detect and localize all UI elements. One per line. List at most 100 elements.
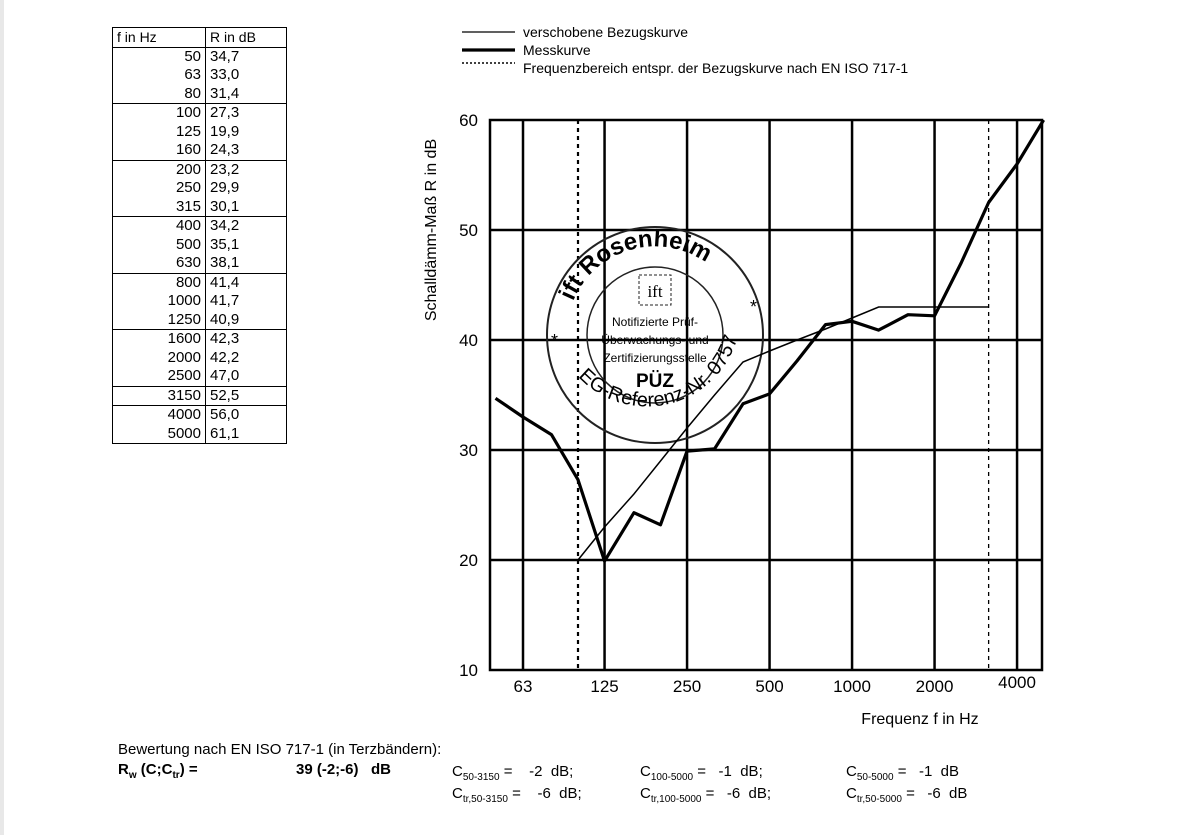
c-value: = -1 dB; [697, 763, 763, 780]
table-row: 630 38,1 [112, 254, 287, 273]
legend-entry: Messkurve [523, 42, 591, 58]
stamp-logo: ift [647, 282, 662, 301]
c-sub: tr,50-5000 [856, 794, 902, 805]
y-tick-label: 50 [459, 221, 478, 240]
rw-r: R [118, 761, 129, 778]
stamp-outer-ring [546, 226, 764, 444]
table-row: 63 33,0 [112, 66, 287, 85]
rw-sub: w [128, 770, 137, 781]
frequency-value: 4000 [112, 405, 206, 425]
frequency-value: 100 [112, 103, 206, 123]
rw-rest: (C;C [136, 761, 173, 778]
r-value: 41,4 [205, 272, 287, 292]
rw-sub2: tr [172, 770, 180, 781]
r-value: 34,7 [205, 47, 287, 66]
c-value: = -6 dB; [705, 785, 772, 802]
frequency-value: 315 [112, 197, 206, 217]
table-row: 2000 42,2 [112, 348, 287, 367]
r-value: 31,4 [205, 84, 287, 104]
r-value: 52,5 [205, 385, 287, 406]
table-row: 250 29,9 [112, 179, 287, 198]
x-tick-label: 500 [755, 677, 783, 696]
frequency-value: 125 [112, 122, 206, 141]
frequency-value: 1250 [112, 310, 206, 330]
y-tick-label: 60 [459, 111, 478, 130]
frequency-value: 80 [112, 84, 206, 104]
table-row: 80 31,4 [112, 84, 287, 104]
r-value: 24,3 [205, 141, 287, 160]
c-label: C [640, 785, 651, 802]
c-sub: 100-5000 [650, 772, 694, 783]
measured-curve [494, 119, 1045, 563]
frequency-value: 1000 [112, 292, 206, 311]
x-tick-label: 63 [514, 677, 533, 696]
frequency-value: 3150 [112, 385, 206, 406]
c-sub: 50-3150 [462, 772, 500, 783]
r-value: 34,2 [205, 216, 287, 236]
c-value: = -2 dB; [503, 763, 574, 780]
rw-end: ) = [179, 761, 198, 778]
c-sub: 50-5000 [856, 772, 894, 783]
r-value: 41,7 [205, 292, 287, 311]
stamp-line: Zertifizierungsstelle [603, 351, 707, 365]
c-term: Ctr,50-3150 = -6 dB; [452, 785, 582, 805]
table-row: 1600 42,3 [112, 329, 287, 349]
r-value: 19,9 [205, 122, 287, 141]
legend-entry: Frequenzbereich entspr. der Bezugskurve … [523, 60, 908, 76]
table-row: 200 23,2 [112, 159, 287, 179]
frequency-value: 630 [112, 254, 206, 273]
c-value: = -1 dB [897, 763, 960, 780]
page-border [0, 0, 4, 835]
table-row: 1000 41,7 [112, 292, 287, 311]
r-value: 27,3 [205, 103, 287, 123]
y-axis-label: Schalldämm-Maß R in dB [423, 139, 440, 321]
rating-heading: Bewertung nach EN ISO 717-1 (in Terzbänd… [118, 741, 442, 758]
x-tick-label: 250 [673, 677, 701, 696]
r-value: 42,3 [205, 329, 287, 349]
frequency-value: 200 [112, 159, 206, 179]
table-row: 1250 40,9 [112, 310, 287, 330]
stamp-inner-ring [586, 266, 724, 404]
y-tick-label: 30 [459, 441, 478, 460]
table-row: 800 41,4 [112, 272, 287, 292]
c-term: Ctr,100-5000 = -6 dB; [640, 785, 771, 805]
table-row: 2500 47,0 [112, 367, 287, 386]
table-row: 315 30,1 [112, 197, 287, 217]
c-label: C [452, 763, 463, 780]
rw-value: 39 (-2;-6) dB [296, 761, 392, 778]
frequency-value: 2000 [112, 348, 206, 367]
values-table: f in Hz R in dB 50 34,7 63 33,0 80 31,4 100 27,… [112, 27, 287, 444]
c-term: C50-3150 = -2 dB; [452, 763, 573, 783]
frequency-value: 50 [112, 47, 206, 66]
table-row: 5000 61,1 [112, 424, 287, 444]
stamp-star-icon: * [551, 331, 558, 351]
c-label: C [640, 763, 651, 780]
c-label: C [846, 785, 857, 802]
stamp-star-icon: * [750, 297, 757, 317]
rw-label: Rw (C;Ctr) = [118, 761, 198, 781]
r-value: 33,0 [205, 66, 287, 85]
header-r: R in dB [205, 27, 287, 48]
table-row: 160 24,3 [112, 141, 287, 160]
stamp-line: Notifizierte Prüf- [612, 315, 698, 329]
frequency-value: 5000 [112, 424, 206, 444]
r-value: 47,0 [205, 367, 287, 386]
legend-entry: verschobene Bezugskurve [523, 24, 688, 40]
stamp-mark: PÜZ [636, 371, 674, 392]
c-value: = -6 dB; [512, 785, 582, 802]
x-tick-label: 4000 [998, 673, 1036, 692]
x-tick-label: 2000 [916, 677, 954, 696]
c-term: Ctr,50-5000 = -6 dB [846, 785, 967, 805]
c-term: C100-5000 = -1 dB; [640, 763, 763, 783]
table-row: 4000 56,0 [112, 405, 287, 425]
reference-curve [577, 306, 989, 561]
frequency-value: 2500 [112, 367, 206, 386]
table-row: 125 19,9 [112, 122, 287, 141]
table-row: 400 34,2 [112, 216, 287, 236]
r-value: 40,9 [205, 310, 287, 330]
y-tick-label: 10 [459, 661, 478, 680]
frequency-value: 63 [112, 66, 206, 85]
r-value: 38,1 [205, 254, 287, 273]
